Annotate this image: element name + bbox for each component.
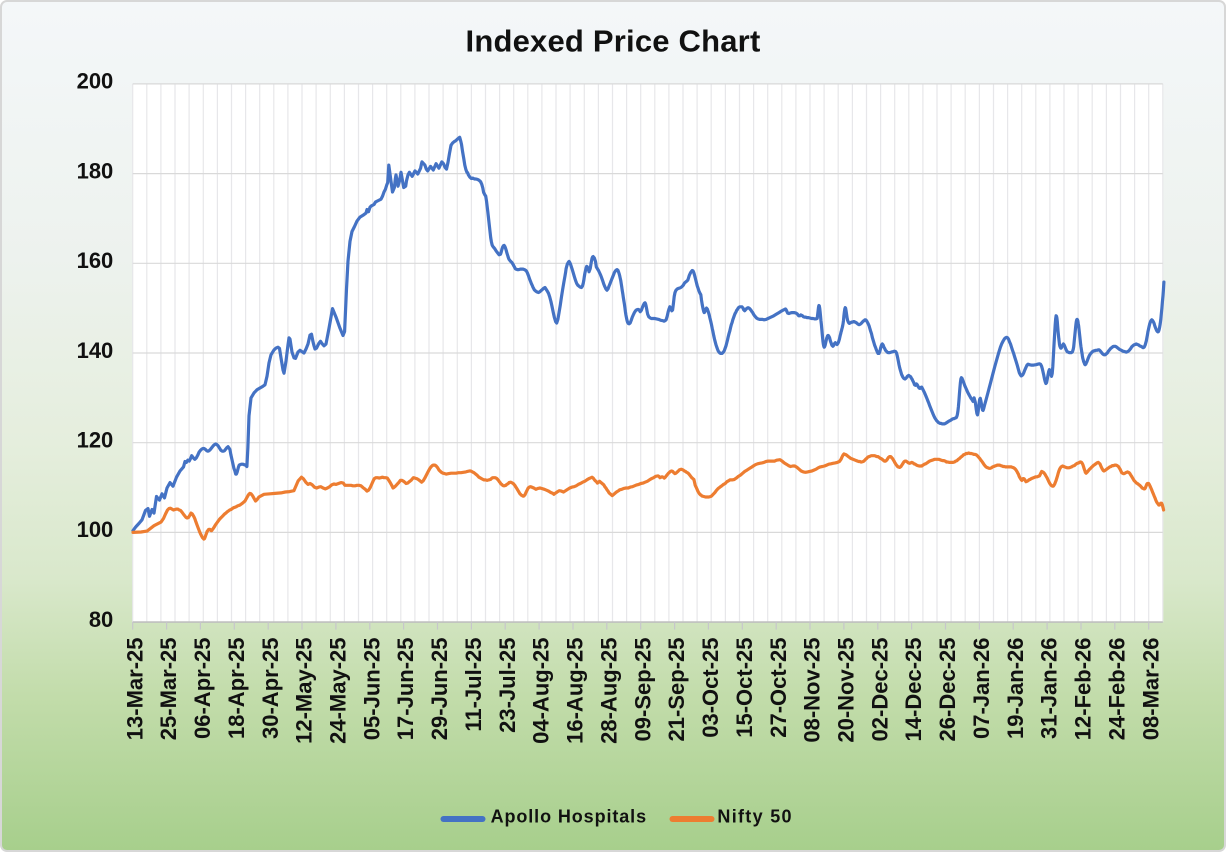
svg-text:Nifty 50: Nifty 50 xyxy=(717,806,792,826)
svg-text:Apollo Hospitals: Apollo Hospitals xyxy=(491,806,647,826)
svg-text:140: 140 xyxy=(77,338,114,363)
svg-text:13-Mar-25: 13-Mar-25 xyxy=(122,638,147,741)
svg-text:180: 180 xyxy=(77,158,114,183)
svg-text:14-Dec-25: 14-Dec-25 xyxy=(901,638,926,742)
svg-text:160: 160 xyxy=(77,248,114,273)
svg-text:06-Apr-25: 06-Apr-25 xyxy=(190,638,215,739)
svg-text:12-Feb-26: 12-Feb-26 xyxy=(1071,638,1096,741)
svg-text:17-Jun-25: 17-Jun-25 xyxy=(393,638,418,741)
svg-text:27-Oct-25: 27-Oct-25 xyxy=(766,638,791,738)
svg-text:18-Apr-25: 18-Apr-25 xyxy=(224,638,249,739)
svg-text:24-Feb-26: 24-Feb-26 xyxy=(1104,638,1129,741)
svg-text:26-Dec-25: 26-Dec-25 xyxy=(935,638,960,742)
svg-text:25-Mar-25: 25-Mar-25 xyxy=(156,638,181,741)
svg-text:11-Jul-25: 11-Jul-25 xyxy=(461,638,486,732)
svg-text:02-Dec-25: 02-Dec-25 xyxy=(867,638,892,742)
svg-text:100: 100 xyxy=(77,517,114,542)
svg-text:21-Sep-25: 21-Sep-25 xyxy=(664,638,689,742)
svg-text:16-Aug-25: 16-Aug-25 xyxy=(563,638,588,744)
svg-text:30-Apr-25: 30-Apr-25 xyxy=(258,638,283,739)
svg-text:09-Sep-25: 09-Sep-25 xyxy=(630,638,655,742)
svg-text:31-Jan-26: 31-Jan-26 xyxy=(1037,638,1062,740)
svg-text:23-Jul-25: 23-Jul-25 xyxy=(495,638,520,733)
svg-text:04-Aug-25: 04-Aug-25 xyxy=(529,638,554,744)
svg-text:28-Aug-25: 28-Aug-25 xyxy=(596,638,621,744)
svg-text:12-May-25: 12-May-25 xyxy=(292,638,317,744)
svg-text:Indexed Price Chart: Indexed Price Chart xyxy=(466,23,761,58)
svg-text:08-Nov-25: 08-Nov-25 xyxy=(800,638,825,743)
svg-text:24-May-25: 24-May-25 xyxy=(326,638,351,744)
svg-text:29-Jun-25: 29-Jun-25 xyxy=(427,638,452,741)
svg-text:200: 200 xyxy=(77,69,114,94)
svg-text:07-Jan-26: 07-Jan-26 xyxy=(969,638,994,740)
svg-text:80: 80 xyxy=(89,607,113,632)
svg-text:03-Oct-25: 03-Oct-25 xyxy=(698,638,723,738)
svg-text:19-Jan-26: 19-Jan-26 xyxy=(1003,638,1028,740)
svg-text:20-Nov-25: 20-Nov-25 xyxy=(834,638,859,743)
svg-text:05-Jun-25: 05-Jun-25 xyxy=(359,638,384,741)
svg-text:08-Mar-26: 08-Mar-26 xyxy=(1138,638,1163,741)
svg-text:120: 120 xyxy=(77,428,114,453)
svg-text:15-Oct-25: 15-Oct-25 xyxy=(732,638,757,738)
